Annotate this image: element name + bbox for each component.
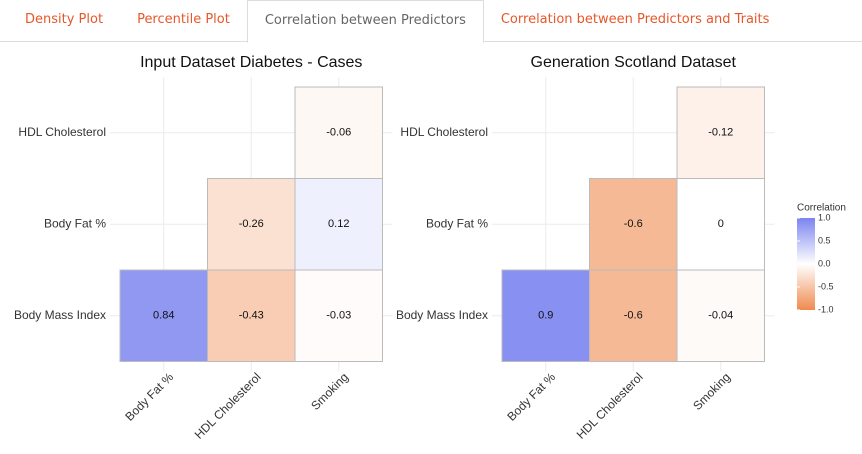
legend-tick-label: -0.5 (818, 281, 834, 291)
x-tick-label: Smoking (308, 370, 351, 413)
heatmap-cell (207, 178, 296, 271)
legend-title: Correlation (797, 203, 846, 214)
cell-label: 0.84 (153, 310, 174, 322)
tab[interactable]: Percentile Plot (137, 12, 230, 27)
heatmap-cell (294, 269, 383, 362)
heatmap-cell (589, 178, 678, 271)
y-tick-label: HDL Cholesterol (400, 125, 488, 139)
heatmap-cell (676, 86, 765, 179)
heatmap-cell (207, 269, 296, 362)
heatmap-cell (676, 178, 765, 271)
y-tick-label: Body Fat % (44, 216, 106, 230)
x-tick-label: HDL Cholesterol (574, 370, 646, 442)
x-tick-label: Smoking (690, 370, 733, 413)
cell-label: -0.6 (624, 218, 643, 230)
cell-label: 0.12 (328, 218, 349, 230)
cell-label: 0.9 (538, 310, 553, 322)
tab[interactable]: Correlation between Predictors and Trait… (500, 12, 770, 27)
legend-tick-label: -1.0 (818, 304, 834, 314)
legend-tick-label: 0.5 (818, 235, 831, 245)
cell-label: 0 (718, 218, 724, 230)
x-tick-label: Body Fat % (504, 370, 558, 424)
cell-label: -0.12 (708, 127, 733, 139)
cell-label: -0.03 (326, 310, 351, 322)
heatmap-cell (294, 86, 383, 179)
x-tick-label: HDL Cholesterol (192, 370, 264, 442)
heatmap-cell (676, 269, 765, 362)
tab[interactable]: Density Plot (25, 12, 104, 27)
heatmap-cell (501, 269, 590, 362)
chart-title: Generation Scotland Dataset (531, 54, 737, 71)
cell-label: -0.26 (239, 218, 264, 230)
y-tick-label: Body Mass Index (14, 308, 106, 322)
tab[interactable]: Correlation between Predictors (246, 0, 484, 43)
cell-label: -0.6 (624, 310, 643, 322)
cell-label: -0.43 (239, 310, 264, 322)
tab-bar: Density Plot Percentile Plot Correlation b… (0, 0, 862, 43)
y-tick-label: HDL Cholesterol (18, 125, 106, 139)
legend-tick-label: 0.0 (818, 258, 831, 268)
cell-label: -0.06 (326, 127, 351, 139)
y-tick-label: Body Mass Index (396, 308, 488, 322)
cell-label: -0.04 (708, 310, 733, 322)
heatmap-cell (119, 269, 208, 362)
legend-tick-label: 1.0 (818, 212, 831, 222)
chart-title: Input Dataset Diabetes - Cases (140, 54, 362, 71)
x-tick-label: Body Fat % (122, 370, 176, 424)
y-tick-label: Body Fat % (426, 216, 488, 230)
color-bar (797, 218, 815, 310)
